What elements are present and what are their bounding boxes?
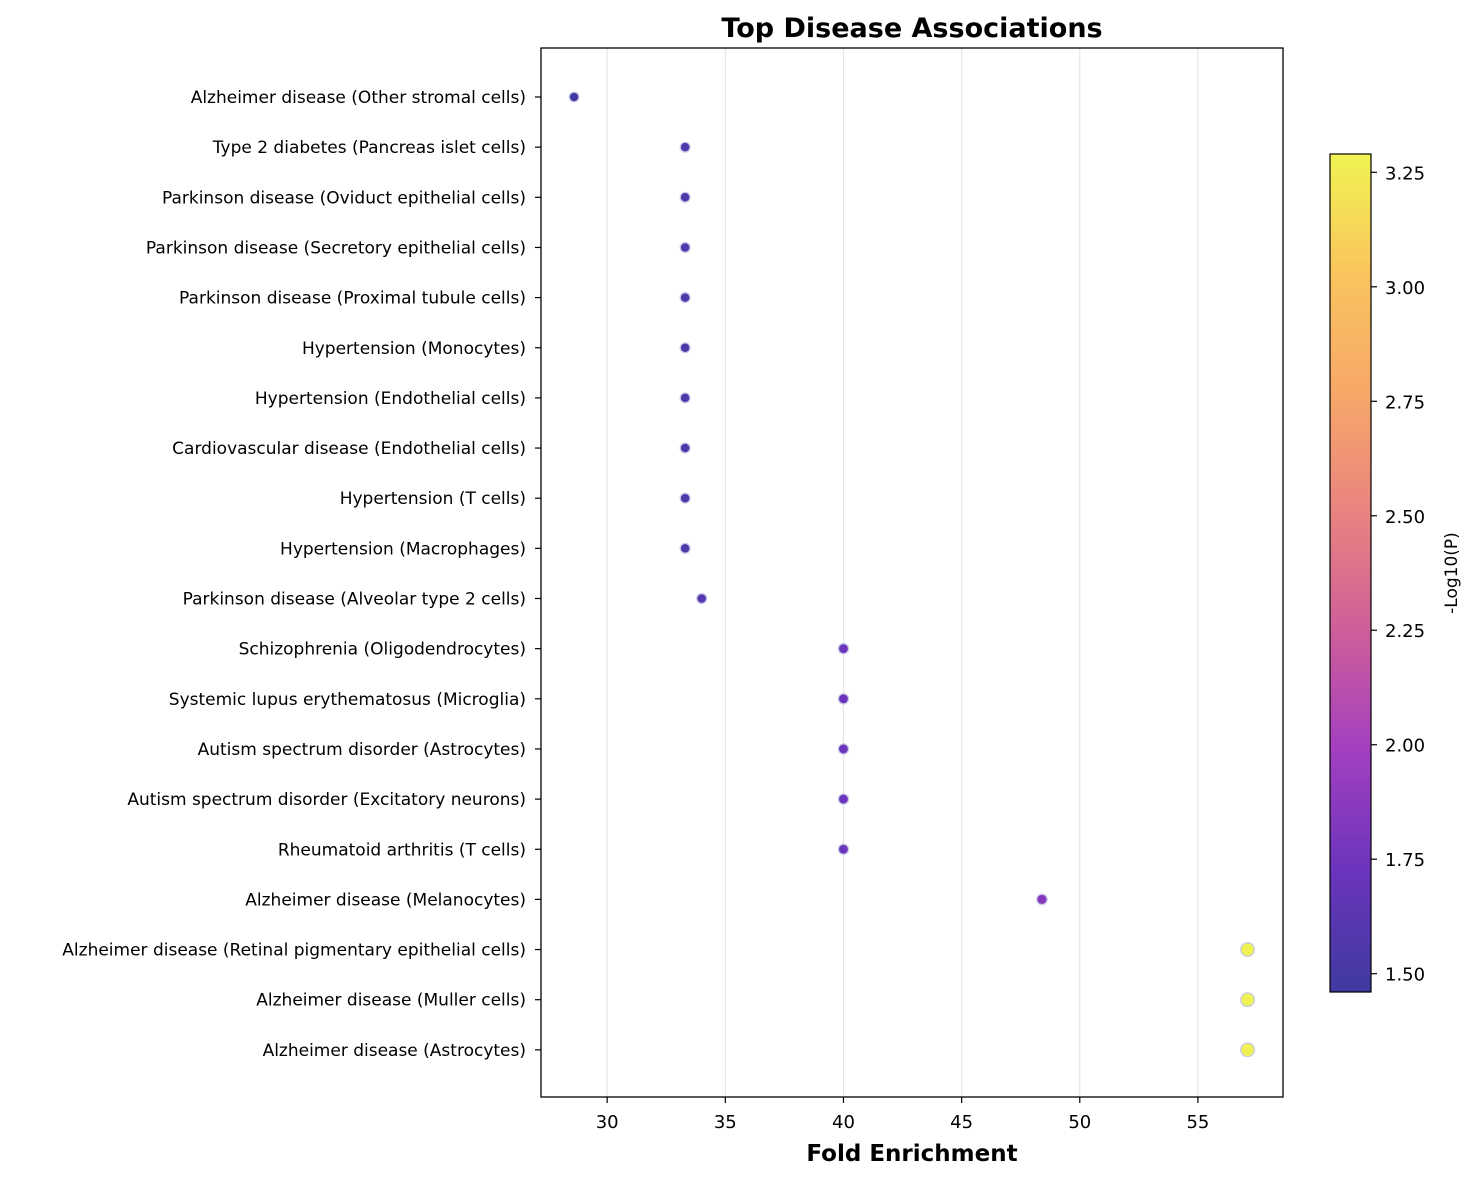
colorbar <box>1329 153 1372 993</box>
data-point <box>679 392 691 404</box>
colorbar-tick-label: 3.25 <box>1385 163 1425 184</box>
data-point <box>837 793 850 805</box>
colorbar-tick-label: 3.00 <box>1385 278 1425 299</box>
y-tick-label: Alzheimer disease (Melanocytes) <box>245 890 526 910</box>
data-point <box>1240 992 1255 1008</box>
x-tick-label: 55 <box>1186 1112 1209 1133</box>
data-point <box>837 642 850 655</box>
y-tick-label: Cardiovascular disease (Endothelial cell… <box>172 439 526 459</box>
data-point <box>837 843 850 855</box>
data-point <box>1240 1042 1255 1058</box>
x-axis-label: Fold Enrichment <box>806 1141 1017 1167</box>
colorbar-tick-label: 2.75 <box>1385 392 1425 413</box>
data-point <box>568 91 580 103</box>
data-point <box>1240 942 1255 957</box>
data-point <box>679 241 691 254</box>
x-tick-label: 35 <box>714 1112 737 1133</box>
colorbar-tick-label: 2.50 <box>1385 507 1425 528</box>
y-tick-label: Alzheimer disease (Retinal pigmentary ep… <box>62 941 526 961</box>
data-point <box>679 292 691 304</box>
colorbar-tick-label: 2.00 <box>1385 736 1425 757</box>
y-tick-label: Schizophrenia (Oligodendrocytes) <box>239 640 526 660</box>
y-tick-label: Hypertension (T cells) <box>340 489 526 509</box>
x-tick-label: 50 <box>1068 1112 1091 1133</box>
data-point <box>837 743 850 755</box>
data-point <box>696 592 708 605</box>
y-tick-label: Alzheimer disease (Astrocytes) <box>263 1041 526 1061</box>
data-point <box>679 442 691 454</box>
data-point <box>679 141 691 153</box>
chart-title: Top Disease Associations <box>721 13 1102 44</box>
x-tick-label: 30 <box>596 1112 619 1133</box>
y-tick-label: Parkinson disease (Secretory epithelial … <box>146 238 526 258</box>
y-tick-label: Alzheimer disease (Other stromal cells) <box>191 88 526 108</box>
colorbar-tick-label: 1.75 <box>1385 850 1425 871</box>
y-tick-label: Parkinson disease (Oviduct epithelial ce… <box>162 188 526 208</box>
y-tick-label: Systemic lupus erythematosus (Microglia) <box>169 690 526 710</box>
data-point <box>679 492 691 504</box>
data-point <box>679 191 691 203</box>
y-tick-label: Hypertension (Endothelial cells) <box>255 389 526 409</box>
data-point <box>679 542 691 554</box>
x-tick-label: 45 <box>950 1112 973 1133</box>
y-tick-label: Autism spectrum disorder (Astrocytes) <box>198 740 526 760</box>
colorbar-label: -Log10(P) <box>1442 532 1462 614</box>
y-tick-label: Rheumatoid arthritis (T cells) <box>278 840 526 860</box>
y-tick-label: Type 2 diabetes (Pancreas islet cells) <box>212 138 526 158</box>
colorbar-tick-label: 1.50 <box>1385 965 1425 986</box>
y-tick-label: Alzheimer disease (Muller cells) <box>256 991 526 1011</box>
y-axis-ticks: Alzheimer disease (Other stromal cells) T… <box>62 88 541 1061</box>
data-point <box>837 693 850 705</box>
x-axis-ticks: 30 35 40 45 50 55 <box>596 1097 1209 1133</box>
y-tick-label: Hypertension (Monocytes) <box>302 339 526 359</box>
plot-area-frame <box>540 47 1284 1098</box>
colorbar-ticks: 1.50 1.75 2.00 2.25 2.50 2.75 3.00 3.25 <box>1371 163 1425 986</box>
data-points <box>568 91 1255 1058</box>
x-tick-label: 40 <box>832 1112 855 1133</box>
colorbar-tick-label: 2.25 <box>1385 621 1425 642</box>
y-tick-label: Parkinson disease (Alveolar type 2 cells… <box>183 590 526 610</box>
y-tick-label: Parkinson disease (Proximal tubule cells… <box>179 289 526 309</box>
data-point <box>679 342 691 354</box>
data-point <box>1036 893 1048 906</box>
y-tick-label: Autism spectrum disorder (Excitatory neu… <box>127 790 526 810</box>
x-gridlines <box>606 48 1199 1097</box>
y-tick-label: Hypertension (Macrophages) <box>280 539 526 559</box>
